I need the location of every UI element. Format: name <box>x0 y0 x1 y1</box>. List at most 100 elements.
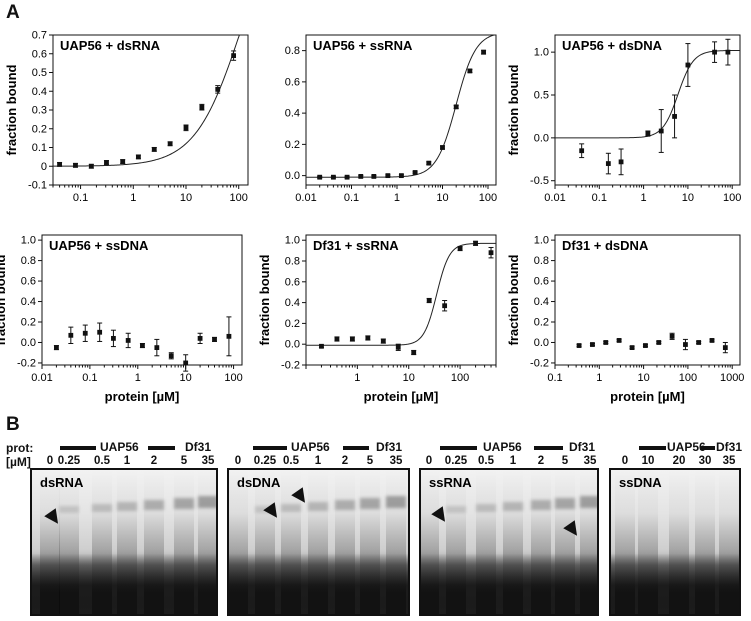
data-point <box>669 333 675 339</box>
gel-lane <box>531 470 551 614</box>
x-tick-label: 1 <box>130 192 136 204</box>
x-tick-label: 1 <box>394 192 400 204</box>
data-point <box>365 335 371 341</box>
plot-frame <box>305 34 497 186</box>
chart-title: Df31 + ssRNA <box>313 238 399 253</box>
uap56-label: UAP56 <box>100 440 139 454</box>
shifted-band <box>580 496 597 508</box>
data-point <box>231 53 237 59</box>
data-point <box>212 337 217 342</box>
plot-frame <box>41 234 243 366</box>
uap56-label: UAP56 <box>291 440 330 454</box>
gel-label: dsDNA <box>237 475 281 490</box>
gel-lane <box>229 470 248 614</box>
gel-lane <box>476 470 496 614</box>
data-point <box>344 174 350 180</box>
x-tick-label: 100 <box>224 372 242 384</box>
shifted-band <box>174 498 194 509</box>
x-tick-label: 1000 <box>720 372 744 384</box>
data-point <box>399 173 404 179</box>
gel-lane <box>59 470 79 614</box>
data-point <box>380 338 386 344</box>
x-tick-label: 0.1 <box>592 192 607 204</box>
data-point <box>73 162 78 168</box>
data-point <box>645 131 651 136</box>
chart-title: UAP56 + ssDNA <box>49 238 149 253</box>
x-tick-label: 0.1 <box>547 372 562 384</box>
y-tick-label: -0.1 <box>28 180 47 192</box>
y-tick-label: 1.0 <box>21 235 36 247</box>
gel-lane <box>335 470 355 614</box>
gel-lane <box>638 470 658 614</box>
lane-concentration: 0.25 <box>253 455 277 467</box>
df31-bar <box>343 446 369 450</box>
y-axis-label: fraction bound <box>4 64 19 155</box>
y-tick-label: 0.8 <box>21 255 36 267</box>
y-tick-label: 0.4 <box>21 296 36 308</box>
lane-concentration: 5 <box>561 455 569 467</box>
df31-label: Df31 <box>376 440 403 454</box>
x-tick-label: 100 <box>451 372 469 384</box>
data-point <box>672 114 677 119</box>
uap56-label: UAP56 <box>667 440 706 454</box>
y-tick-label: 0.6 <box>285 76 300 88</box>
data-point <box>215 86 221 92</box>
df31-bar <box>148 446 175 450</box>
gel-image-dsRNA: dsRNA <box>30 468 218 616</box>
y-tick-label: 0.3 <box>32 105 47 117</box>
data-point <box>226 333 232 339</box>
data-point <box>616 338 622 343</box>
y-tick-label: 0.0 <box>21 337 36 349</box>
lane-concentration: 2 <box>341 455 349 467</box>
y-tick-label: 0.6 <box>285 276 300 288</box>
lane-concentration: 1 <box>314 455 322 467</box>
data-point <box>88 163 94 169</box>
data-point <box>168 353 174 359</box>
x-tick-label: 0.1 <box>82 372 97 384</box>
data-point <box>457 246 463 251</box>
y-tick-label: 0.2 <box>32 123 47 135</box>
data-point <box>579 148 585 154</box>
y-axis-label: fraction bound <box>0 254 8 345</box>
lane-concentration: 20 <box>672 455 686 467</box>
data-point <box>426 298 432 303</box>
data-point <box>643 343 648 348</box>
unit-label: [µM] <box>6 455 31 469</box>
y-tick-label: 0 <box>41 161 47 173</box>
data-point <box>442 303 448 309</box>
data-point <box>371 174 377 179</box>
x-tick-label: 0.01 <box>295 192 316 204</box>
data-point <box>395 344 401 350</box>
y-tick-label: 0.2 <box>285 139 300 151</box>
gel-lane <box>40 470 60 614</box>
lane-concentration: 0.5 <box>478 455 494 467</box>
shifted-band <box>335 500 355 510</box>
data-point <box>603 340 609 345</box>
data-point <box>68 332 74 338</box>
shifted-band <box>360 498 380 509</box>
data-point <box>82 330 88 336</box>
df31-label: Df31 <box>569 440 596 454</box>
df31-bar <box>700 446 715 450</box>
lane-concentration: 0.25 <box>444 455 468 467</box>
x-tick-label: 100 <box>230 192 248 204</box>
chart-title: UAP56 + dsDNA <box>562 38 663 53</box>
lane-concentration: 35 <box>722 455 736 467</box>
lane-concentration: 35 <box>201 455 215 467</box>
shifted-band <box>476 504 496 512</box>
gel-lane <box>92 470 112 614</box>
lane-concentration: 10 <box>641 455 655 467</box>
y-tick-label: 0.0 <box>285 170 300 182</box>
chart-2: 0.0 0.2 0.4 0.6 0.8 0.01 0.1 1 10 100 UAP56 + ssRN… <box>285 34 497 204</box>
data-point <box>140 343 145 348</box>
data-point <box>618 159 624 165</box>
shifted-band <box>255 506 275 513</box>
gel-lane <box>360 470 380 614</box>
uap56-bar <box>440 446 477 450</box>
gel-image-ssRNA: ssRNA <box>419 468 599 616</box>
shifted-band <box>281 504 301 512</box>
x-tick-label: 100 <box>723 192 741 204</box>
data-point <box>411 350 417 355</box>
gel-lane <box>308 470 328 614</box>
x-axis-label: protein [µM] <box>610 389 685 404</box>
